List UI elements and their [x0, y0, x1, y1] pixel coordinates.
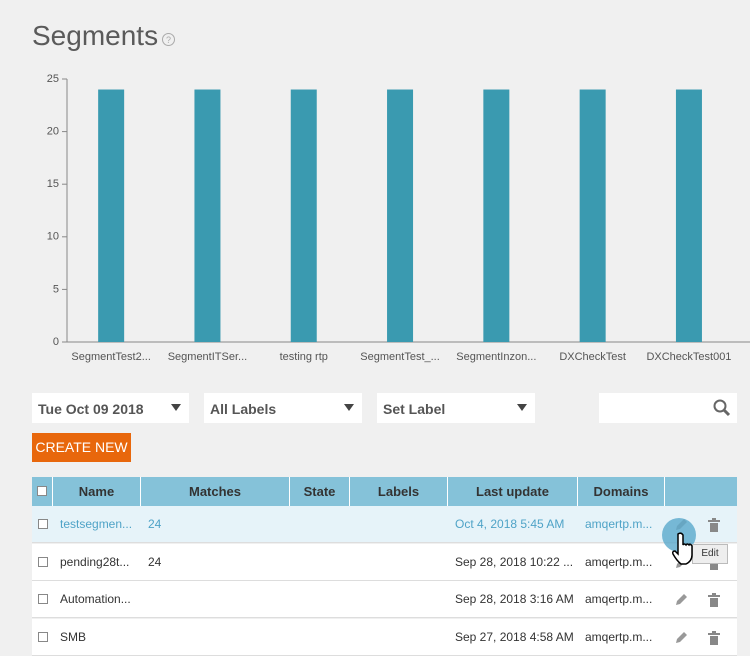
- table-cell: Sep 28, 2018 3:16 AM: [455, 592, 574, 606]
- date-value: Tue Oct 09 2018: [38, 401, 144, 417]
- table-cell: 24: [148, 554, 162, 569]
- table-cell: amqertp.m...: [585, 554, 653, 569]
- table-cell: amqertp.m...: [585, 592, 653, 606]
- edit-icon[interactable]: [674, 631, 688, 645]
- set-label-value: Set Label: [383, 401, 446, 417]
- date-dropdown[interactable]: Tue Oct 09 2018: [32, 393, 189, 423]
- header-cell[interactable]: Matches: [141, 477, 290, 506]
- header-cell[interactable]: Domains: [578, 477, 665, 506]
- delete-icon[interactable]: [708, 518, 720, 532]
- arrow: [517, 404, 527, 411]
- table-row: Automation... Sep 28, 2018 3:16 AM amqertp…: [32, 581, 737, 618]
- bar: [194, 89, 221, 342]
- header-cell[interactable]: State: [290, 477, 350, 506]
- header-cell[interactable]: Labels: [350, 477, 448, 506]
- delete-icon[interactable]: [708, 593, 720, 607]
- x-tick-label: DXCheckTest001: [646, 351, 731, 363]
- table-cell: Oct 4, 2018 5:45 AM: [455, 517, 565, 531]
- x-tick-label: SegmentInzon...: [456, 351, 536, 363]
- create-new-button[interactable]: CREATE NEW: [32, 433, 131, 462]
- table-header: Name Matches State Labels Last update Domains: [32, 477, 737, 506]
- bar: [675, 89, 702, 342]
- bar: [290, 89, 317, 342]
- select-all-checkbox[interactable]: [37, 486, 47, 496]
- x-tick-label: SegmentTest2...: [71, 351, 151, 363]
- row-checkbox[interactable]: [38, 631, 48, 642]
- y-tick-label: 20: [47, 126, 59, 138]
- trash: [708, 630, 720, 645]
- pencil: [676, 594, 687, 605]
- search-box[interactable]: [599, 393, 737, 423]
- labels-value: All Labels: [210, 401, 277, 417]
- bar: [483, 89, 510, 342]
- labels-dropdown[interactable]: All Labels: [204, 393, 362, 423]
- table-row: SMB Sep 27, 2018 4:58 AM amqertp.m...: [32, 618, 737, 656]
- chart: 0 5 10 15 20 25 SegmentTest2... SegmentITSer...…: [47, 73, 750, 363]
- bar: [387, 89, 414, 342]
- table-row: testsegmen... 24 Oct 4, 2018 5:45 AM amqert…: [32, 506, 737, 543]
- row-checkbox[interactable]: [38, 556, 48, 567]
- table-cell: Sep 28, 2018 10:22 ...: [455, 554, 574, 569]
- trash: [708, 593, 720, 607]
- help-icon[interactable]: ?: [162, 33, 175, 46]
- header-cell[interactable]: Last update: [448, 477, 578, 506]
- x-tick-label: DXCheckTest: [559, 351, 626, 363]
- y-tick-label: 10: [47, 231, 59, 243]
- bar: [579, 89, 606, 342]
- arrow: [344, 404, 354, 411]
- search-icon: [713, 399, 731, 417]
- set-label-dropdown[interactable]: Set Label: [377, 393, 535, 423]
- table-cell: amqertp.m...: [585, 629, 653, 644]
- trash: [708, 518, 720, 532]
- y-tick-label: 5: [53, 283, 59, 295]
- y-tick-label: 25: [47, 73, 59, 85]
- edit-icon[interactable]: [674, 593, 688, 607]
- arrow: [171, 404, 181, 411]
- table-cell: 24: [148, 517, 162, 531]
- table-cell: amqertp.m...: [585, 517, 653, 531]
- pencil: [676, 631, 687, 643]
- header-cell[interactable]: Name: [53, 477, 141, 506]
- header-cell: [32, 477, 53, 506]
- row-checkbox[interactable]: [38, 594, 48, 604]
- page-title: Segments: [32, 20, 159, 51]
- x-tick-label: SegmentTest_...: [360, 351, 440, 363]
- cursor: [672, 532, 693, 565]
- table-row: pending28t... 24 Sep 28, 2018 10:22 ... amq…: [32, 543, 737, 581]
- y-tick-label: 0: [53, 336, 59, 348]
- x-tick-label: SegmentITSer...: [168, 351, 247, 363]
- table-cell[interactable]: SMB: [60, 629, 87, 644]
- delete-icon[interactable]: [708, 630, 720, 645]
- bar: [98, 89, 125, 342]
- y-tick-label: 15: [47, 178, 59, 190]
- table-cell[interactable]: testsegmen...: [60, 517, 133, 531]
- table-cell[interactable]: Automation...: [60, 592, 131, 606]
- table-cell: Sep 27, 2018 4:58 AM: [455, 629, 574, 644]
- table-cell[interactable]: pending28t...: [60, 554, 130, 569]
- row-checkbox[interactable]: [38, 519, 48, 529]
- x-tick-label: testing rtp: [280, 351, 328, 363]
